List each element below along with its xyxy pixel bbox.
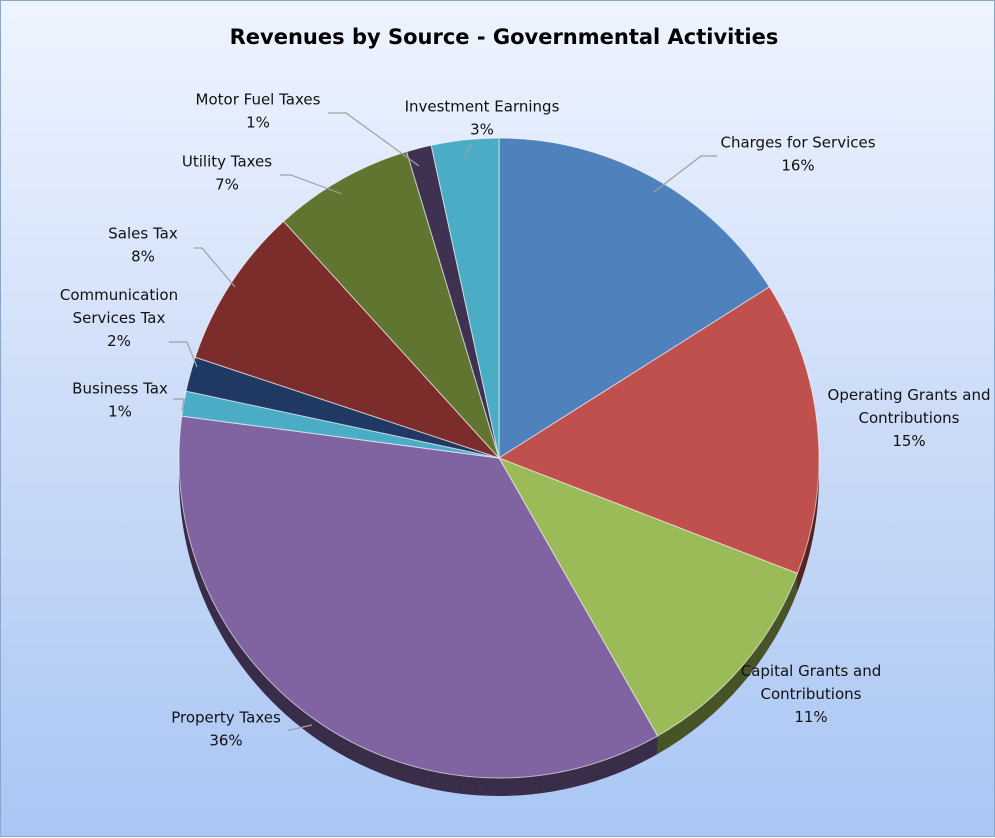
- pie-slice[interactable]: [497, 457, 799, 737]
- slice-category-label: Services Tax: [73, 309, 166, 327]
- pie-slice[interactable]: [498, 137, 771, 459]
- slice-category-label: Sales Tax: [108, 225, 178, 243]
- chart-title: Revenues by Source - Governmental Activi…: [230, 25, 779, 49]
- slice-category-label: Motor Fuel Taxes: [196, 91, 321, 109]
- slice-percent-label: 2%: [107, 332, 131, 350]
- slice-percent-label: 3%: [470, 121, 494, 139]
- leader-line: [653, 155, 717, 193]
- slice-percent-label: 16%: [781, 157, 814, 175]
- slice-category-label: Operating Grants and: [828, 386, 991, 404]
- slice-percent-label: 7%: [215, 176, 239, 194]
- leader-line: [288, 724, 313, 731]
- leader-line: [328, 112, 420, 167]
- slice-percent-label: 1%: [108, 403, 132, 421]
- slice-percent-label: 11%: [794, 708, 827, 726]
- slice-percent-label: 36%: [209, 732, 242, 750]
- slice-category-label: Contributions: [761, 685, 862, 703]
- pie-labels: Charges for Services 16% Operating Grants …: [60, 91, 991, 750]
- slice-category-label: Contributions: [859, 409, 960, 427]
- slice-category-label: Capital Grants and: [741, 662, 882, 680]
- slice-percent-label: 15%: [892, 432, 925, 450]
- slice-category-label: Charges for Services: [720, 134, 875, 152]
- slice-category-label: Communication: [60, 286, 178, 304]
- leader-line: [194, 247, 236, 288]
- pie-slice[interactable]: [194, 220, 501, 460]
- pie-slice[interactable]: [178, 415, 659, 779]
- pie-slice[interactable]: [497, 286, 820, 575]
- slice-category-label: Business Tax: [72, 380, 168, 398]
- slice-percent-label: 8%: [131, 248, 155, 266]
- slice-percent-label: 1%: [246, 114, 270, 132]
- slice-category-label: Investment Earnings: [405, 98, 560, 116]
- slice-category-label: Property Taxes: [171, 709, 281, 727]
- pie-slice[interactable]: [430, 137, 500, 459]
- slice-category-label: Utility Taxes: [182, 153, 272, 171]
- leader-line: [280, 174, 343, 195]
- pie-slices: [178, 137, 820, 779]
- leader-line: [169, 341, 198, 368]
- leader-line: [173, 398, 185, 412]
- leader-line: [464, 144, 472, 159]
